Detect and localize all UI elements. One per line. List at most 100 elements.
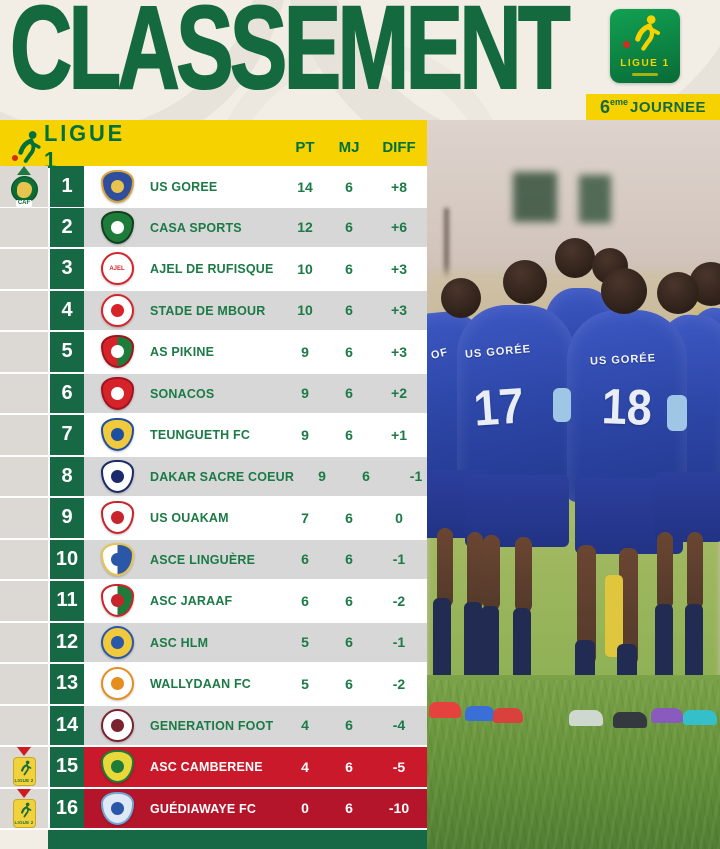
goal-diff-value: +3 — [391, 343, 407, 360]
matches-cell: 6 — [327, 622, 371, 662]
club-logo-cell — [84, 207, 150, 247]
rank-number: 16 — [55, 796, 79, 819]
matches-cell: 6 — [327, 705, 371, 745]
goal-diff-value: -10 — [388, 800, 410, 817]
rank-number: 2 — [61, 215, 73, 238]
rank-number: 15 — [55, 755, 79, 778]
standings-rows: CAF LIGUE 2 1 US GOREE 14 6 +8 — [0, 166, 445, 830]
pitch-grass — [427, 675, 720, 849]
zone-indicator-cell: CAF LIGUE 2 — [0, 788, 48, 828]
crest-emblem — [110, 635, 124, 649]
club-crest — [100, 501, 134, 535]
caf-label: CAF — [15, 200, 33, 207]
club-logo-cell — [84, 373, 150, 413]
goal-diff-value: -1 — [392, 634, 406, 651]
team-huddle-photo: OF US GORÉE 17 US GORÉE 18 — [427, 120, 720, 849]
player-leg — [577, 545, 596, 665]
points-value: 7 — [301, 509, 309, 526]
points-value: 9 — [301, 385, 309, 402]
goalkeeper-glove — [553, 388, 571, 422]
diff-cell: +3 — [371, 290, 427, 330]
club-name-cell: ASC CAMBERENE — [150, 747, 283, 787]
matches-value: 6 — [345, 551, 353, 568]
rank-cell: 6 — [48, 373, 84, 413]
points-value: 4 — [301, 717, 309, 734]
points-cell: 5 — [283, 622, 327, 662]
goal-diff-value: -2 — [392, 592, 406, 609]
rank-cell: 11 — [48, 581, 84, 621]
table-league-label: LIGUE 1 — [44, 120, 126, 173]
table-row: CAF LIGUE 2 10 ASCE LINGUÈRE 6 6 -1 — [0, 539, 427, 581]
zone-indicator-cell: CAF LIGUE 2 — [0, 456, 48, 496]
table-row: CAF LIGUE 2 16 GUÉDIAWAYE FC 0 6 -10 — [0, 788, 427, 830]
club-name: ASC CAMBERENE — [150, 759, 263, 775]
matches-cell: 6 — [327, 166, 371, 207]
club-name-cell: GENERATION FOOT — [150, 705, 283, 745]
table-header: LIGUE 1 PT MJ DIFF — [0, 120, 427, 173]
player-head — [503, 260, 547, 304]
table-row: CAF LIGUE 2 11 ASC JARAAF 6 6 -2 — [0, 581, 427, 623]
matches-cell: 6 — [327, 498, 371, 538]
matchday-number: 6 — [599, 96, 610, 117]
table-row: CAF LIGUE 2 15 ASC CAMBERENE 4 6 -5 — [0, 747, 427, 789]
club-crest — [100, 293, 134, 327]
zone-indicator-cell: CAF LIGUE 2 — [0, 664, 48, 704]
points-value: 5 — [301, 675, 309, 692]
goal-diff-value: +3 — [391, 302, 407, 319]
crest-emblem — [110, 428, 124, 442]
matches-value: 6 — [345, 592, 353, 609]
club-name-cell: US GOREE — [150, 166, 283, 207]
rank-cell: 4 — [48, 290, 84, 330]
relegation-badge: LIGUE 2 — [12, 747, 36, 787]
banner: CLASSEMENT LIGUE 1 6 eme JOURNEE — [0, 0, 720, 120]
points-value: 6 — [301, 551, 309, 568]
club-name-cell: ASC JARAAF — [150, 581, 283, 621]
column-header-diff: DIFF — [382, 138, 416, 156]
club-logo-cell — [84, 332, 150, 372]
goal-diff-value: +8 — [391, 178, 407, 195]
matches-value: 6 — [345, 260, 353, 277]
matches-value: 6 — [345, 178, 353, 195]
crest-emblem — [110, 552, 124, 566]
matches-value: 6 — [345, 302, 353, 319]
player-leg — [657, 532, 673, 610]
points-value: 5 — [301, 634, 309, 651]
matches-value: 6 — [345, 509, 353, 526]
club-name-cell: WALLYDAAN FC — [150, 664, 283, 704]
points-cell: 12 — [283, 207, 327, 247]
table-row: CAF LIGUE 2 13 WALLYDAAN FC 5 6 -2 — [0, 664, 427, 706]
club-logo-cell — [84, 581, 150, 621]
player-head — [657, 272, 699, 314]
club-logo-cell: AJEL — [84, 249, 150, 289]
club-logo-cell — [84, 705, 150, 745]
crest-emblem — [110, 180, 124, 193]
goal-diff-value: +3 — [391, 260, 407, 277]
table-row: CAF LIGUE 2 7 TEUNGUETH FC 9 6 +1 — [0, 415, 427, 457]
matches-value: 6 — [345, 426, 353, 443]
rank-cell: 15 — [48, 747, 84, 787]
crest-emblem — [110, 594, 124, 608]
runner-player-icon — [629, 14, 663, 52]
runner-player-icon — [20, 760, 32, 776]
goal-diff-value: -1 — [409, 468, 423, 485]
table-row: CAF LIGUE 2 14 GENERATION FOOT 4 6 -4 — [0, 705, 427, 747]
matches-cell: 6 — [344, 456, 389, 496]
points-cell: 9 — [283, 373, 327, 413]
matches-value: 6 — [345, 343, 353, 360]
club-name-cell: US OUAKAM — [150, 498, 283, 538]
club-name: CASA SPORTS — [150, 219, 242, 235]
africa-map-icon — [16, 181, 32, 198]
rank-cell: 2 — [48, 207, 84, 247]
points-cell: 4 — [283, 747, 327, 787]
ligue1-logo: LIGUE 1 — [610, 9, 680, 83]
table-row: CAF LIGUE 2 9 US OUAKAM 7 6 0 — [0, 498, 427, 540]
club-crest — [100, 625, 134, 659]
player-leg — [619, 548, 638, 666]
purple-boot — [651, 708, 683, 723]
club-crest — [100, 210, 134, 244]
points-cell: 10 — [283, 290, 327, 330]
ligue2-label: LIGUE 2 — [14, 819, 34, 825]
player-shorts — [655, 472, 720, 542]
points-cell: 0 — [283, 788, 327, 828]
club-name: AS PIKINE — [150, 344, 215, 360]
